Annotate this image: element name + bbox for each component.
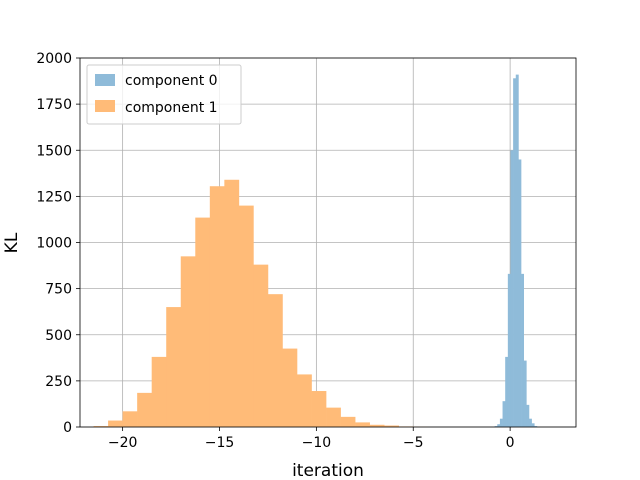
- bar-component-0: [521, 273, 524, 427]
- bar-component-1: [340, 416, 356, 427]
- legend: component 0 component 1: [86, 64, 242, 125]
- bar-component-0: [507, 273, 511, 427]
- y-tick-label: 1500: [36, 143, 72, 159]
- bar-component-1: [311, 391, 327, 427]
- bar-component-0: [534, 426, 538, 427]
- bar-component-1: [137, 392, 152, 427]
- bar-component-1: [209, 186, 225, 427]
- bar-component-0: [494, 426, 498, 427]
- bar-component-0: [518, 159, 522, 427]
- legend-swatch-component-0: [95, 74, 115, 86]
- bar-component-1: [108, 420, 123, 427]
- legend-swatch-component-1: [95, 100, 115, 112]
- y-tick-label: 1750: [36, 97, 72, 113]
- bar-component-0: [510, 150, 514, 427]
- legend-label-component-1: component 1: [125, 100, 218, 116]
- x-axis-label: iteration: [292, 461, 364, 480]
- bar-component-1: [122, 411, 138, 427]
- bar-component-0: [526, 404, 530, 427]
- x-tick-label: −15: [205, 435, 235, 451]
- axis-ticks: −20 −15 −10 −5 0 0 250 500 750 1000 1250 1500 1750 20…: [36, 51, 514, 451]
- bar-component-1: [166, 307, 182, 427]
- x-tick-label: −5: [403, 435, 424, 451]
- bar-component-1: [151, 356, 167, 427]
- y-tick-label: 2000: [36, 51, 72, 67]
- bar-component-0: [505, 356, 509, 427]
- bar-component-0: [502, 401, 506, 427]
- bar-component-1: [282, 348, 298, 427]
- bar-component-0: [515, 74, 519, 427]
- y-tick-label: 500: [45, 328, 72, 344]
- x-tick-label: −10: [302, 435, 332, 451]
- y-axis-label: KL: [2, 232, 22, 253]
- x-tick-label: 0: [506, 435, 515, 451]
- bar-component-0: [531, 423, 535, 427]
- x-tick-label: −20: [108, 435, 138, 451]
- bar-component-1: [355, 422, 370, 427]
- bar-component-0: [499, 418, 503, 427]
- legend-box: [86, 64, 242, 125]
- bar-component-1: [93, 426, 109, 427]
- bar-component-0: [528, 418, 532, 427]
- bar-component-1: [369, 424, 385, 427]
- bar-component-0: [497, 424, 501, 427]
- y-tick-label: 750: [45, 282, 72, 298]
- bar-component-1: [180, 256, 196, 427]
- histogram-bars: [93, 74, 538, 428]
- bar-component-0: [523, 360, 527, 427]
- bar-component-0: [513, 78, 517, 428]
- bar-component-1: [326, 407, 341, 427]
- y-tick-label: 250: [45, 374, 72, 390]
- y-tick-label: 1250: [36, 189, 72, 205]
- bar-component-1: [297, 374, 312, 427]
- legend-label-component-0: component 0: [125, 73, 218, 89]
- bar-component-1: [238, 205, 254, 427]
- bar-component-1: [384, 425, 400, 427]
- bar-component-1: [195, 217, 211, 427]
- y-tick-label: 1000: [36, 236, 72, 252]
- bar-component-1: [253, 264, 269, 427]
- bar-component-1: [224, 179, 240, 427]
- y-tick-label: 0: [63, 420, 72, 436]
- bar-component-1: [267, 294, 283, 427]
